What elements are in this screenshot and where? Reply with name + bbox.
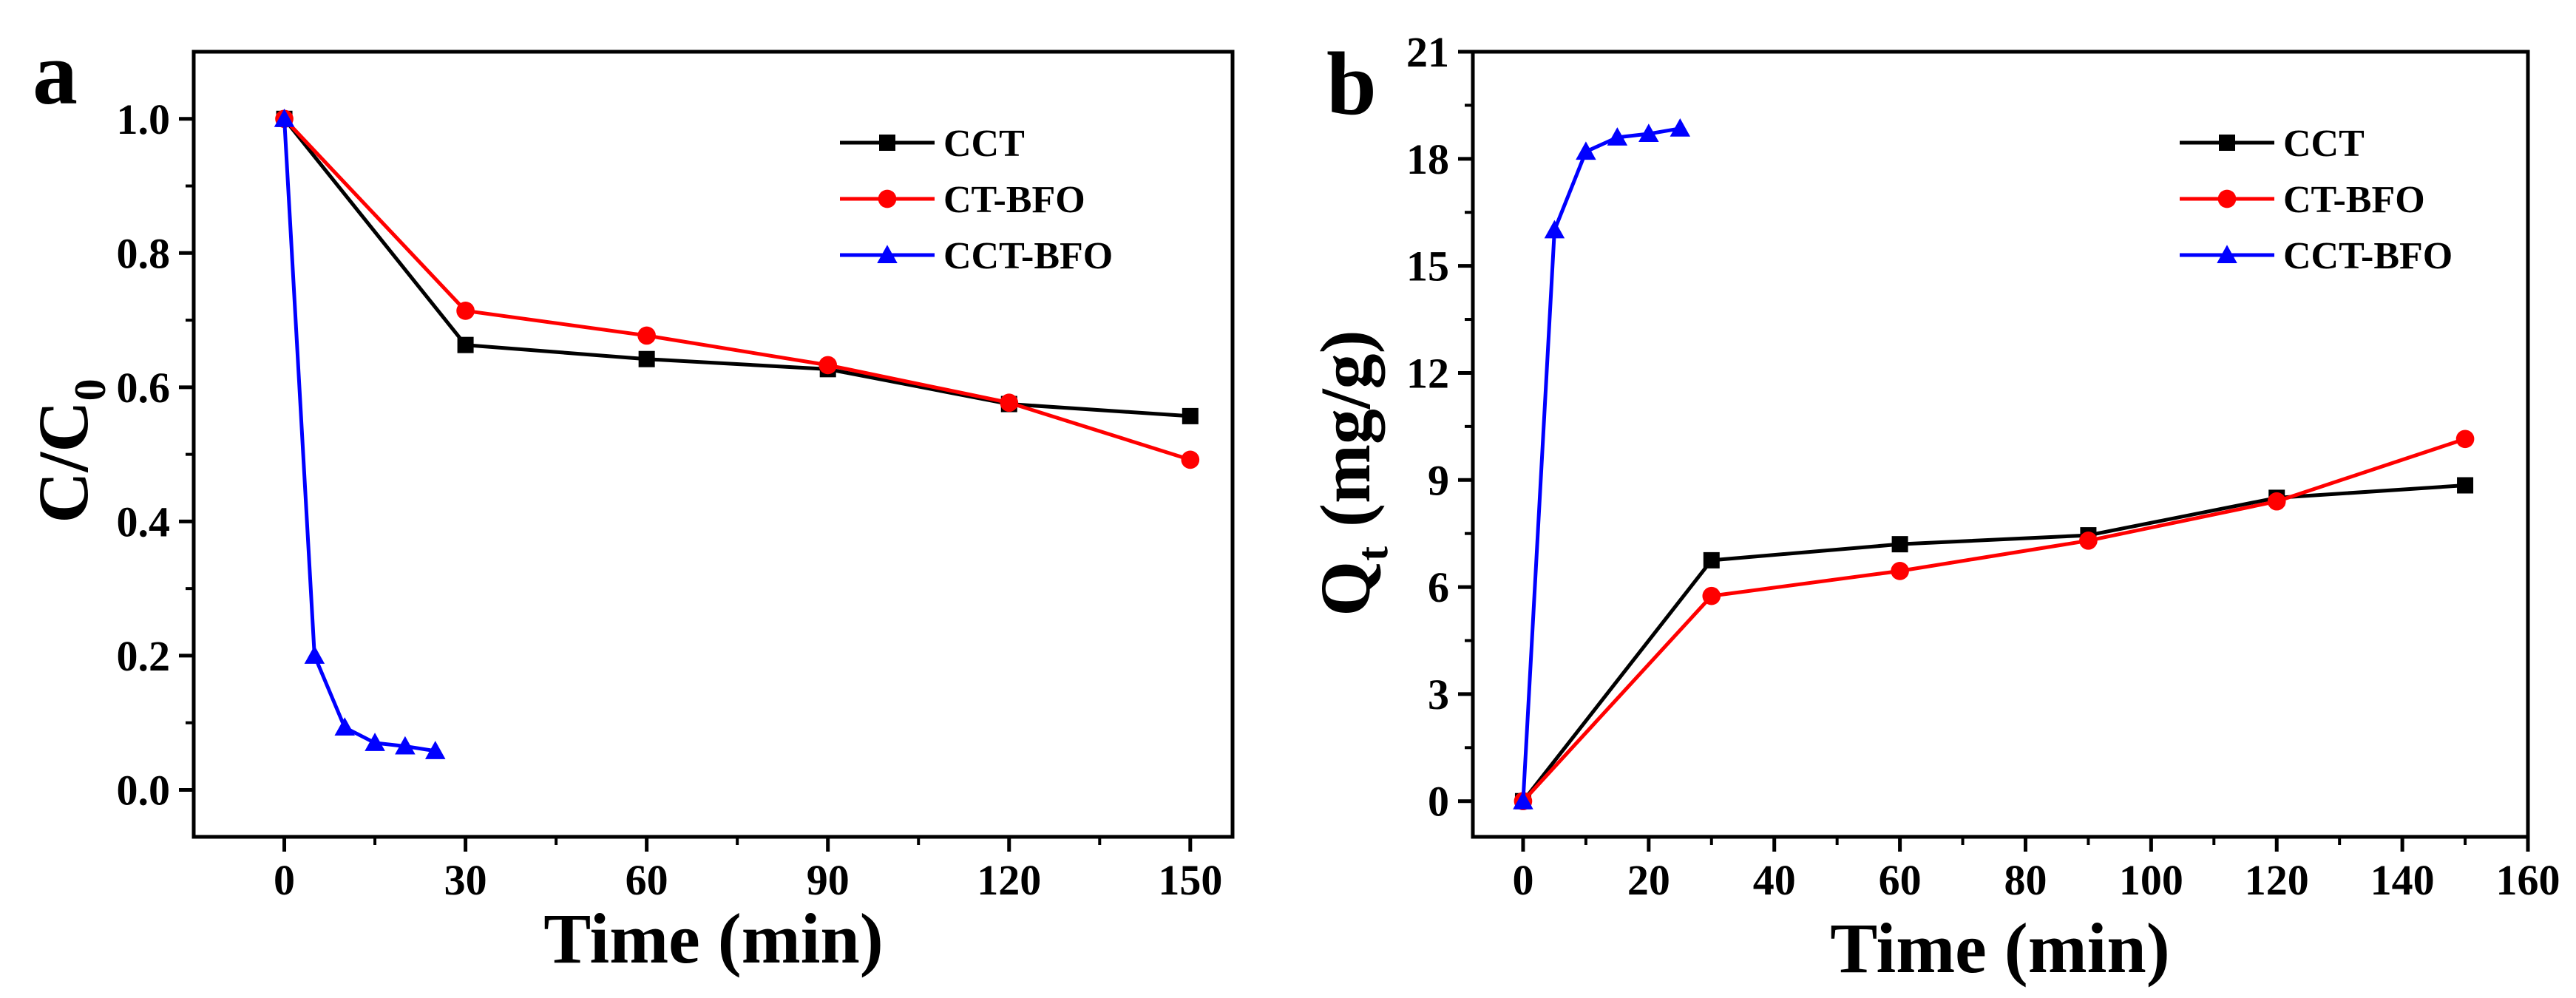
series-cct-bfo: [274, 109, 446, 759]
data-point: [1607, 127, 1628, 146]
x-tick-label: 0: [1512, 856, 1533, 904]
x-tick-label: 80: [2004, 856, 2047, 904]
series-line: [1522, 437, 2466, 803]
y-tick-label: 0.6: [117, 364, 171, 412]
series-ct-bfo: [1514, 430, 2475, 811]
legend-marker: [877, 245, 898, 263]
y-axis-title: C/C0: [24, 379, 115, 523]
x-tick-label: 120: [2245, 856, 2309, 904]
panel-label: b: [1326, 34, 1377, 134]
y-tick-label: 1.0: [117, 95, 171, 143]
y-tick-label: 9: [1428, 456, 1449, 504]
data-point: [1544, 220, 1565, 239]
y-tick-label: 0.2: [117, 632, 171, 680]
y-tick-label: 3: [1428, 671, 1449, 719]
y-tick-label: 0: [1428, 778, 1449, 826]
data-point: [395, 736, 416, 755]
y-tick-label: 15: [1406, 242, 1449, 291]
panel-label: a: [33, 24, 78, 123]
x-tick-label: 60: [626, 856, 668, 904]
x-tick-label: 100: [2119, 856, 2183, 904]
x-tick-label: 60: [1879, 856, 1922, 904]
plot-frame: [191, 50, 1235, 839]
panel-a-chart: 0 30 60 90 120 150 0.0 0.2 0.4 0.6 0.8 1.0 CCT CT-BFO…: [24, 24, 1235, 978]
legend-label: CT-BFO: [2283, 179, 2425, 221]
y-tick-label: 21: [1406, 28, 1449, 76]
panel-b-chart: 0 20 40 60 80 100 120 140 160 0 3 6 9 12 15 18 21 CCT CT-B…: [1306, 28, 2560, 988]
legend: CCT CT-BFO CCT-BFO: [2180, 123, 2453, 277]
x-tick-label: 40: [1753, 856, 1796, 904]
data-point: [1513, 790, 1533, 809]
legend-label: CT-BFO: [943, 179, 1085, 221]
x-tick-label: 150: [1158, 856, 1222, 904]
legend-label: CCT: [2283, 123, 2365, 165]
x-tick-label: 140: [2370, 856, 2435, 904]
y-tick-label: 18: [1406, 135, 1449, 183]
data-point: [1576, 141, 1596, 160]
data-point: [1000, 393, 1019, 413]
y-axis-title-main: C/C: [24, 401, 103, 523]
data-point: [2457, 477, 2474, 494]
data-point: [2079, 532, 2098, 550]
legend-marker: [2217, 245, 2237, 263]
data-point: [1638, 123, 1659, 143]
data-point: [637, 326, 656, 345]
x-tick-label: 90: [807, 856, 850, 904]
legend: CCT CT-BFO CCT-BFO: [840, 123, 1113, 277]
data-point: [274, 109, 295, 127]
x-tick-label: 0: [274, 856, 295, 904]
data-point: [456, 302, 475, 320]
y-axis-title-subscript: t: [1348, 546, 1397, 561]
data-point: [1181, 450, 1200, 469]
y-tick-label: 0.4: [117, 498, 171, 546]
y-tick-label: 6: [1428, 563, 1449, 611]
series-cct-bfo: [1513, 118, 1691, 809]
y-axis-title: Qt (mg/g): [1306, 330, 1397, 616]
y-tick-label: 0.8: [117, 229, 171, 277]
x-axis-title: Time (min): [543, 899, 884, 978]
data-point: [1670, 118, 1691, 137]
data-point: [1703, 551, 1720, 568]
data-point: [424, 741, 446, 759]
series-line: [1521, 126, 1681, 801]
legend-label: CCT: [943, 123, 1025, 165]
legend-marker: [2219, 135, 2235, 151]
x-tick-label: 160: [2496, 856, 2560, 904]
data-point: [638, 350, 655, 367]
y-axis-title-unit: (mg/g): [1306, 330, 1385, 527]
series-ct-bfo: [275, 109, 1200, 469]
y-tick-label: 12: [1406, 349, 1449, 397]
plot-frame: [1471, 50, 2530, 839]
x-tick-label: 30: [444, 856, 487, 904]
legend-label: CCT-BFO: [2283, 235, 2453, 277]
series-line: [1521, 483, 2466, 803]
data-point: [818, 356, 838, 375]
series-cct: [1514, 477, 2474, 809]
data-point: [334, 717, 355, 736]
y-axis-title-subscript: 0: [66, 379, 115, 401]
data-point: [1891, 562, 1909, 580]
data-point: [2267, 492, 2286, 511]
x-tick-label: 20: [1627, 856, 1670, 904]
legend-marker: [2217, 189, 2237, 208]
data-point: [1182, 407, 1199, 424]
x-tick-label: 120: [977, 856, 1041, 904]
legend-marker: [879, 135, 895, 151]
legend-label: CCT-BFO: [943, 235, 1113, 277]
y-tick-label: 0.0: [117, 766, 171, 814]
x-axis-title: Time (min): [1830, 909, 2170, 988]
data-point: [457, 336, 474, 353]
data-point: [365, 733, 385, 751]
series-line: [282, 118, 1191, 462]
legend-marker: [878, 189, 897, 208]
data-point: [1702, 586, 1721, 605]
y-axis-title-main: Q: [1306, 561, 1385, 617]
data-point: [304, 645, 325, 664]
data-point: [1891, 536, 1908, 553]
data-point: [2455, 430, 2475, 449]
series-line: [282, 118, 1190, 418]
